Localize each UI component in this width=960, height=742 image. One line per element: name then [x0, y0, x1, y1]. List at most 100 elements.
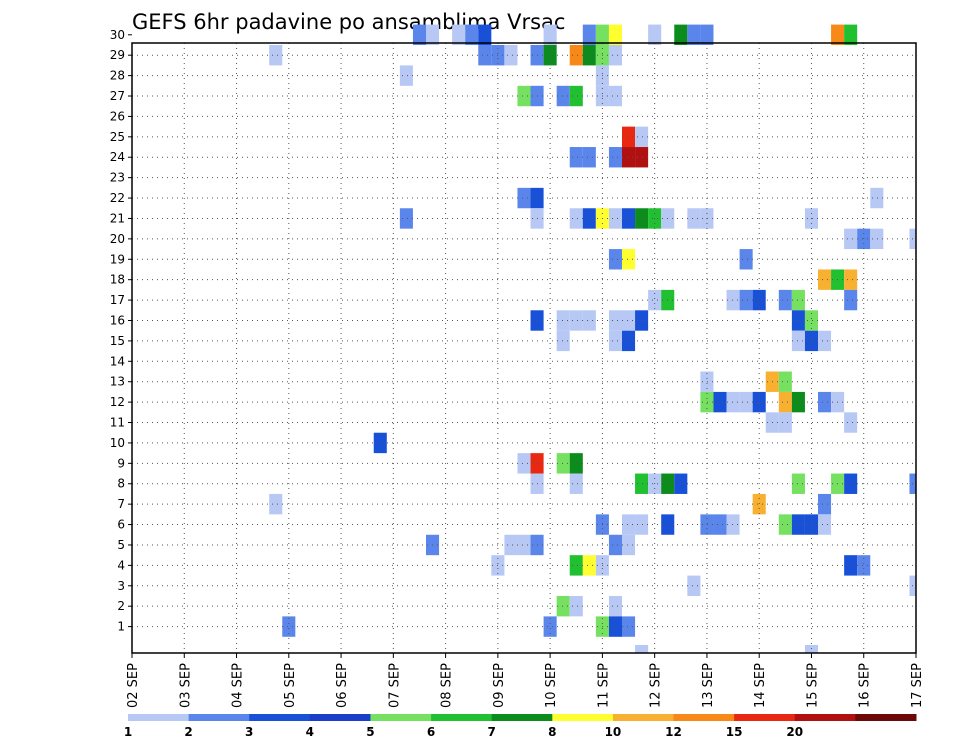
y-tick-label: 10 [110, 436, 125, 450]
heatmap-cell [739, 249, 753, 270]
colorbar-label: 5 [366, 725, 374, 739]
colorbar-swatch [734, 714, 796, 721]
x-tick-label: 16 SEP [858, 663, 873, 708]
heatmap-cell [778, 391, 792, 413]
heatmap-cell [622, 310, 636, 331]
y-tick-label: 22 [110, 191, 125, 205]
x-axis-ticks: 02 SEP 03 SEP 04 SEP 05 SEP 06 SEP 07 SEP 08 S… [126, 653, 925, 708]
x-tick-label: 14 SEP [753, 663, 768, 708]
heatmap-cell [569, 453, 583, 474]
x-tick-label: 10 SEP [544, 663, 559, 708]
heatmap-cell [569, 45, 583, 66]
heatmap-cell [726, 289, 740, 311]
heatmap-cell [608, 147, 622, 168]
heatmap-cell [582, 208, 596, 229]
heatmap-cell [452, 24, 466, 45]
plot-frame [131, 42, 917, 654]
heatmap-cell [517, 453, 531, 474]
heatmap-cell [517, 534, 531, 556]
y-tick-label: 6 [117, 518, 125, 532]
heatmap-cell [556, 595, 570, 617]
heatmap-cell [622, 514, 636, 535]
heatmap-cell [804, 514, 818, 535]
y-tick-label: 4 [117, 558, 125, 572]
heatmap-cell [608, 616, 622, 637]
heatmap-cell [739, 391, 753, 413]
colorbar-swatch [431, 714, 493, 721]
heatmap-cell [478, 24, 492, 45]
y-tick-label: 13 [110, 375, 125, 389]
x-tick-label: 03 SEP [178, 663, 193, 708]
heatmap-cell [857, 555, 871, 576]
heatmap-cell [844, 555, 858, 576]
y-tick-label: 15 [110, 334, 125, 348]
x-tick-label: 12 SEP [649, 663, 664, 708]
heatmap-cell [504, 534, 518, 556]
colorbar-label: 1 [124, 725, 132, 739]
heatmap-cell [622, 208, 636, 229]
heatmap-cell [569, 595, 583, 617]
y-tick-label: 24 [110, 150, 125, 164]
y-tick-label: 9 [117, 456, 125, 470]
heatmap-cell [648, 289, 662, 311]
heatmap-cell [608, 249, 622, 270]
x-tick-label: 07 SEP [387, 663, 402, 708]
x-tick-label: 13 SEP [701, 663, 716, 708]
heatmap-cell [582, 45, 596, 66]
heatmap-cell [556, 330, 570, 352]
heatmap-cell [569, 310, 583, 331]
y-tick-label: 14 [110, 354, 125, 368]
heatmap-cell [373, 432, 387, 454]
heatmap-cell [870, 187, 884, 209]
heatmap-cell [648, 24, 662, 45]
heatmap-cell [608, 208, 622, 229]
y-tick-label: 19 [110, 252, 125, 266]
heatmap-cell [517, 85, 531, 107]
heatmap-cell [635, 126, 649, 148]
heatmap-cell [713, 514, 727, 535]
heatmap-cell [635, 208, 649, 229]
heatmap-cell [844, 412, 858, 433]
heatmap-cell [726, 391, 740, 413]
heatmap-cell [569, 473, 583, 494]
heatmap-cell [674, 24, 688, 45]
heatmap-cell [818, 493, 832, 515]
heatmap-cell [635, 473, 649, 494]
heatmap-cell [700, 391, 714, 413]
heatmap-cell [582, 555, 596, 576]
x-tick-label: 02 SEP [126, 663, 141, 708]
heatmap-cell [818, 330, 832, 352]
heatmap-cell [804, 330, 818, 352]
y-tick-label: 27 [110, 89, 125, 103]
heatmap-cell [582, 310, 596, 331]
colorbar-swatch [552, 714, 614, 721]
colorbar-label: 15 [726, 725, 743, 739]
heatmap-cell [412, 24, 426, 45]
heatmap-cell [517, 187, 531, 209]
heatmap-cell [569, 147, 583, 168]
y-axis-ticks: 1234567891011121314151617181920212223242… [110, 28, 132, 634]
y-tick-label: 20 [110, 232, 125, 246]
y-tick-label: 21 [110, 211, 125, 225]
heatmap-cell [791, 310, 805, 331]
heatmap-cell [635, 310, 649, 331]
heatmap-cell [595, 24, 609, 45]
heatmap-cell [622, 534, 636, 556]
heatmap-cell [556, 453, 570, 474]
y-tick-label: 8 [117, 477, 125, 491]
heatmap-cell [622, 249, 636, 270]
heatmap-cell [426, 24, 440, 45]
heatmap-cell [543, 616, 557, 637]
heatmap-cell [282, 616, 296, 637]
heatmap-cell [844, 228, 858, 250]
colorbar-swatch [309, 714, 371, 721]
heatmap-cell [700, 514, 714, 535]
heatmap-cell [608, 24, 622, 45]
colorbar-swatch [491, 714, 553, 721]
x-tick-label: 08 SEP [440, 663, 455, 708]
heatmap-cell [465, 24, 479, 45]
heatmap-cell [622, 147, 636, 168]
heatmap-cell [791, 514, 805, 535]
heatmap-cell [700, 24, 714, 45]
heatmap-cell [569, 555, 583, 576]
